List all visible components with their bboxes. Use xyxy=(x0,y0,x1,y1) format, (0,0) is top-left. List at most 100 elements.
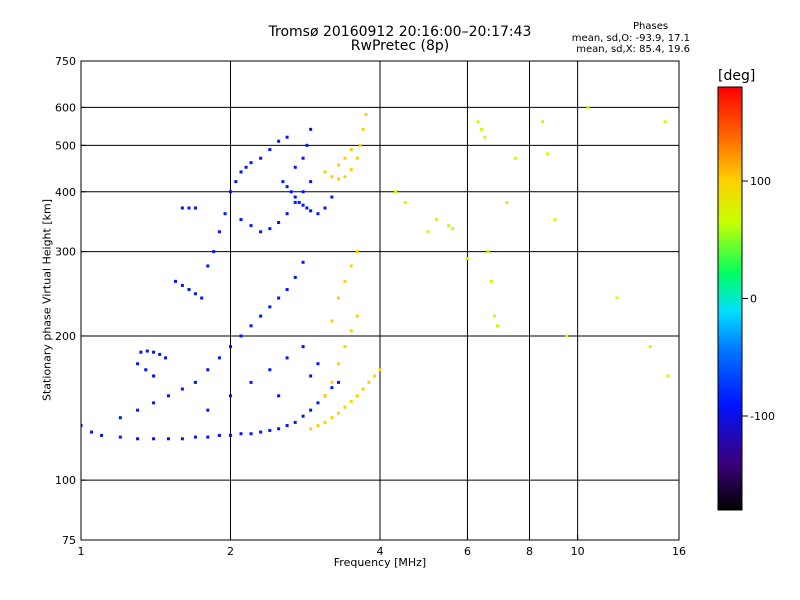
data-point xyxy=(330,319,334,323)
data-point xyxy=(158,352,162,356)
data-point xyxy=(268,368,272,372)
data-point xyxy=(451,227,455,231)
data-point xyxy=(239,432,243,436)
x-tick-label: 10 xyxy=(571,545,585,558)
data-point xyxy=(301,345,305,349)
data-point xyxy=(293,275,297,279)
data-point xyxy=(465,257,469,261)
data-point xyxy=(305,206,309,210)
data-point xyxy=(234,180,238,184)
data-point xyxy=(277,427,281,431)
data-point xyxy=(249,324,253,328)
data-point xyxy=(249,161,253,165)
data-point xyxy=(217,356,221,360)
data-point xyxy=(309,408,313,412)
data-point xyxy=(373,374,377,378)
data-point xyxy=(217,433,221,437)
x-tick-label: 2 xyxy=(227,545,234,558)
data-point xyxy=(193,206,197,210)
data-point xyxy=(301,260,305,264)
colorbar-tick-label: -100 xyxy=(750,410,775,423)
chart-title: Tromsø 20160912 20:16:00–20:17:43 xyxy=(268,24,532,40)
data-point xyxy=(301,156,305,160)
data-point xyxy=(187,288,191,292)
data-point xyxy=(349,399,353,403)
y-axis-label: Stationary phase Virtual Height [km] xyxy=(40,198,54,402)
data-point xyxy=(229,433,232,437)
data-point xyxy=(349,329,353,333)
data-point xyxy=(546,152,550,156)
data-point xyxy=(217,230,221,234)
data-point xyxy=(180,437,184,441)
data-point xyxy=(293,195,297,199)
data-point xyxy=(337,296,341,300)
data-point xyxy=(337,362,341,366)
data-point xyxy=(586,105,590,109)
data-point xyxy=(268,428,272,432)
data-point xyxy=(200,296,204,300)
data-point xyxy=(337,380,341,384)
data-point xyxy=(476,120,480,124)
data-point xyxy=(316,401,320,405)
y-tick-label: 300 xyxy=(55,246,76,259)
data-point xyxy=(316,424,320,428)
data-point xyxy=(305,143,309,147)
data-point xyxy=(343,156,347,160)
data-point xyxy=(309,374,313,378)
colorbar-unit-label: [deg] xyxy=(718,68,756,84)
y-tick-label: 600 xyxy=(55,101,76,114)
data-point xyxy=(285,185,289,189)
data-point xyxy=(244,165,248,169)
data-point xyxy=(330,386,334,390)
data-point xyxy=(403,200,407,204)
data-point xyxy=(349,148,353,152)
data-point xyxy=(323,394,327,398)
data-point xyxy=(355,314,359,318)
x-tick-label: 6 xyxy=(464,545,471,558)
data-point xyxy=(212,250,216,254)
data-point xyxy=(394,190,398,194)
data-point xyxy=(152,350,156,354)
data-point xyxy=(81,424,83,428)
data-point xyxy=(277,394,281,398)
data-point xyxy=(164,356,168,360)
data-point xyxy=(193,292,197,296)
y-tick-label: 75 xyxy=(62,534,76,547)
data-point xyxy=(367,380,371,384)
data-point xyxy=(206,264,210,268)
colorbar xyxy=(717,86,743,511)
data-point xyxy=(316,212,320,216)
data-point xyxy=(259,430,263,434)
data-point xyxy=(144,368,148,372)
data-point xyxy=(100,433,104,437)
data-point xyxy=(615,296,619,300)
data-point xyxy=(239,334,243,338)
data-point xyxy=(193,435,197,439)
data-point xyxy=(285,424,289,428)
data-point xyxy=(145,349,149,353)
data-point xyxy=(289,190,293,194)
data-point xyxy=(309,209,313,213)
data-point xyxy=(486,250,490,254)
data-point xyxy=(330,175,334,179)
data-point xyxy=(496,324,500,328)
data-point xyxy=(268,227,272,231)
y-axis-ticks: 75 100 200 300 400 500 600 750 xyxy=(55,55,86,547)
data-point xyxy=(355,250,359,254)
data-point xyxy=(249,432,253,436)
data-point xyxy=(259,156,263,160)
data-point xyxy=(301,414,305,418)
data-point xyxy=(249,380,253,384)
data-point xyxy=(239,218,243,222)
y-tick-label: 200 xyxy=(55,330,76,343)
data-point xyxy=(90,430,94,434)
data-point xyxy=(663,120,667,124)
data-point xyxy=(337,163,341,167)
data-point xyxy=(364,112,368,116)
data-point xyxy=(479,127,483,131)
y-tick-label: 400 xyxy=(55,186,76,199)
data-point xyxy=(229,394,232,398)
data-point xyxy=(285,288,289,292)
data-point xyxy=(492,314,496,318)
